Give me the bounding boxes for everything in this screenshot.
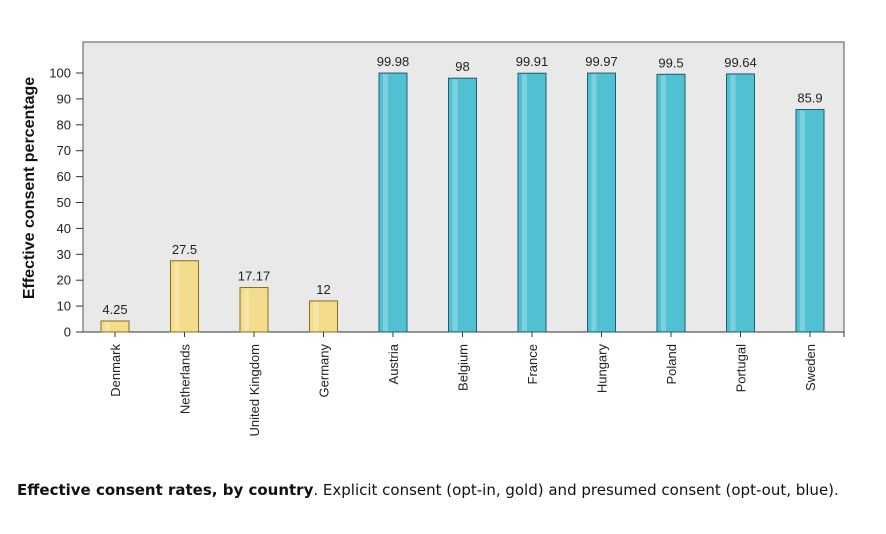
bar-austria bbox=[378, 72, 408, 333]
bar-hungary bbox=[587, 72, 616, 333]
category-label: Germany bbox=[317, 344, 332, 398]
bar-germany bbox=[309, 300, 338, 333]
x-axis: Denmark Netherlands United Kingdom Germany A… bbox=[108, 332, 845, 437]
bar-highlight bbox=[174, 261, 180, 331]
y-axis: 0 10 20 30 40 50 60 70 80 90 100 bbox=[49, 66, 844, 340]
bar-highlight bbox=[452, 79, 458, 332]
bar-highlight bbox=[244, 288, 249, 331]
y-tick-label: 80 bbox=[57, 117, 71, 132]
bar-denmark bbox=[100, 320, 130, 333]
bar-highlight bbox=[383, 74, 388, 331]
bar-highlight bbox=[661, 75, 666, 331]
category-label: France bbox=[525, 344, 540, 384]
category-label: Austria bbox=[386, 343, 401, 384]
data-label: 99.5 bbox=[658, 55, 683, 70]
data-label: 85.9 bbox=[797, 91, 822, 106]
bar-netherlands bbox=[170, 260, 199, 333]
y-tick-label: 10 bbox=[57, 299, 71, 314]
data-label: 99.64 bbox=[724, 55, 757, 70]
data-label: 17.17 bbox=[238, 269, 271, 284]
data-label: 99.91 bbox=[516, 54, 549, 69]
bar-highlight bbox=[800, 110, 805, 331]
y-tick-label: 60 bbox=[57, 169, 71, 184]
y-tick-label: 40 bbox=[57, 221, 71, 236]
category-label: United Kingdom bbox=[247, 344, 262, 437]
category-label: Poland bbox=[664, 344, 679, 384]
y-tick-label: 30 bbox=[57, 247, 71, 262]
y-tick-label: 50 bbox=[57, 195, 71, 210]
data-label: 4.25 bbox=[102, 302, 127, 317]
category-label: Belgium bbox=[456, 344, 471, 391]
y-tick-label: 90 bbox=[57, 91, 71, 106]
bar-belgium bbox=[448, 77, 477, 333]
y-axis-label: Effective consent percentage bbox=[21, 77, 38, 299]
bar-highlight bbox=[591, 74, 597, 331]
category-label: Portugal bbox=[734, 344, 749, 393]
y-tick-label: 70 bbox=[57, 143, 71, 158]
bar-highlight bbox=[730, 74, 736, 331]
data-labels: 4.25 27.5 17.17 12 99.98 98 99.91 99.97 99.5 99.6… bbox=[102, 54, 822, 317]
data-label: 98 bbox=[455, 59, 469, 74]
bar-highlight bbox=[105, 321, 110, 331]
figure-caption: Effective consent rates, by country. Exp… bbox=[17, 480, 869, 501]
y-tick-label: 100 bbox=[49, 66, 71, 81]
y-tick-label: 0 bbox=[64, 325, 71, 340]
bar-france bbox=[517, 72, 547, 333]
data-label: 99.97 bbox=[585, 54, 618, 69]
caption-text: . Explicit consent (opt-in, gold) and pr… bbox=[313, 481, 839, 499]
y-tick-label: 20 bbox=[57, 273, 71, 288]
bar-chart: 0 10 20 30 40 50 60 70 80 90 100 Denmark Netherland… bbox=[21, 41, 845, 437]
bar-highlight bbox=[522, 74, 527, 332]
bar-portugal bbox=[726, 73, 755, 333]
caption-title: Effective consent rates, by country bbox=[17, 481, 314, 499]
data-label: 99.98 bbox=[377, 54, 410, 69]
category-label: Netherlands bbox=[178, 344, 193, 415]
bar-poland bbox=[656, 73, 686, 333]
category-label: Denmark bbox=[108, 344, 123, 397]
bar-highlight bbox=[313, 301, 319, 331]
data-label: 27.5 bbox=[172, 242, 197, 257]
category-label: Sweden bbox=[803, 344, 818, 391]
bar-sweden bbox=[795, 109, 825, 333]
category-label: Hungary bbox=[595, 344, 610, 394]
bar-united-kingdom bbox=[239, 287, 269, 333]
data-label: 12 bbox=[316, 282, 330, 297]
bars bbox=[100, 72, 825, 333]
